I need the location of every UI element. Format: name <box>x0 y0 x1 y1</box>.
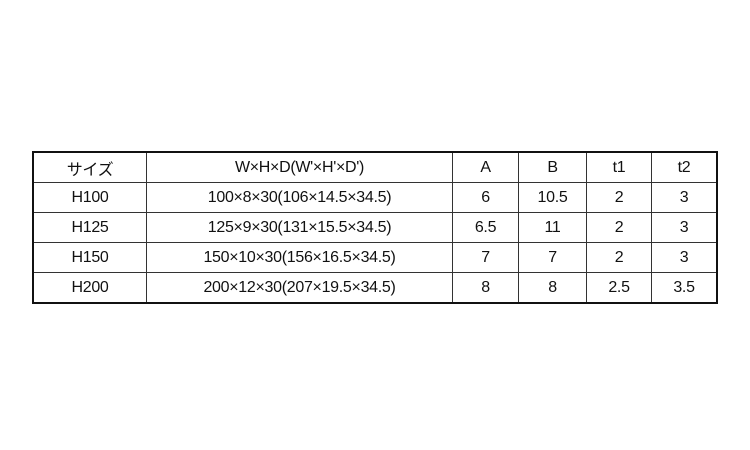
table-cell: 6.5 <box>452 212 519 243</box>
table-cell: H200 <box>32 272 147 304</box>
table-cell: 2 <box>586 212 652 243</box>
table-row: H100 100×8×30(106×14.5×34.5) 6 10.5 2 3 <box>32 182 718 213</box>
table-cell: 3 <box>651 242 718 273</box>
table-cell: 2 <box>586 182 652 213</box>
table-cell: 2 <box>586 242 652 273</box>
table-cell: 11 <box>518 212 587 243</box>
table-row: H125 125×9×30(131×15.5×34.5) 6.5 11 2 3 <box>32 212 718 243</box>
table-cell: 6 <box>452 182 519 213</box>
table-cell: H125 <box>32 212 147 243</box>
table-cell: 10.5 <box>518 182 587 213</box>
table-cell: H100 <box>32 182 147 213</box>
table-cell: 3.5 <box>651 272 718 304</box>
table-cell: 100×8×30(106×14.5×34.5) <box>146 182 453 213</box>
header-cell: サイズ <box>32 151 147 183</box>
header-cell: t2 <box>651 151 718 183</box>
table-cell: 7 <box>518 242 587 273</box>
header-cell: A <box>452 151 519 183</box>
table-row: H200 200×12×30(207×19.5×34.5) 8 8 2.5 3.5 <box>32 272 718 304</box>
table-cell: 2.5 <box>586 272 652 304</box>
table-cell: 3 <box>651 212 718 243</box>
header-cell: B <box>518 151 587 183</box>
table-cell: 3 <box>651 182 718 213</box>
table-row: H150 150×10×30(156×16.5×34.5) 7 7 2 3 <box>32 242 718 273</box>
table-cell: H150 <box>32 242 147 273</box>
header-cell: t1 <box>586 151 652 183</box>
table-cell: 150×10×30(156×16.5×34.5) <box>146 242 453 273</box>
table-cell: 8 <box>452 272 519 304</box>
table-cell: 8 <box>518 272 587 304</box>
header-cell: W×H×D(W'×H'×D') <box>146 151 453 183</box>
table-cell: 200×12×30(207×19.5×34.5) <box>146 272 453 304</box>
table-cell: 7 <box>452 242 519 273</box>
table-cell: 125×9×30(131×15.5×34.5) <box>146 212 453 243</box>
